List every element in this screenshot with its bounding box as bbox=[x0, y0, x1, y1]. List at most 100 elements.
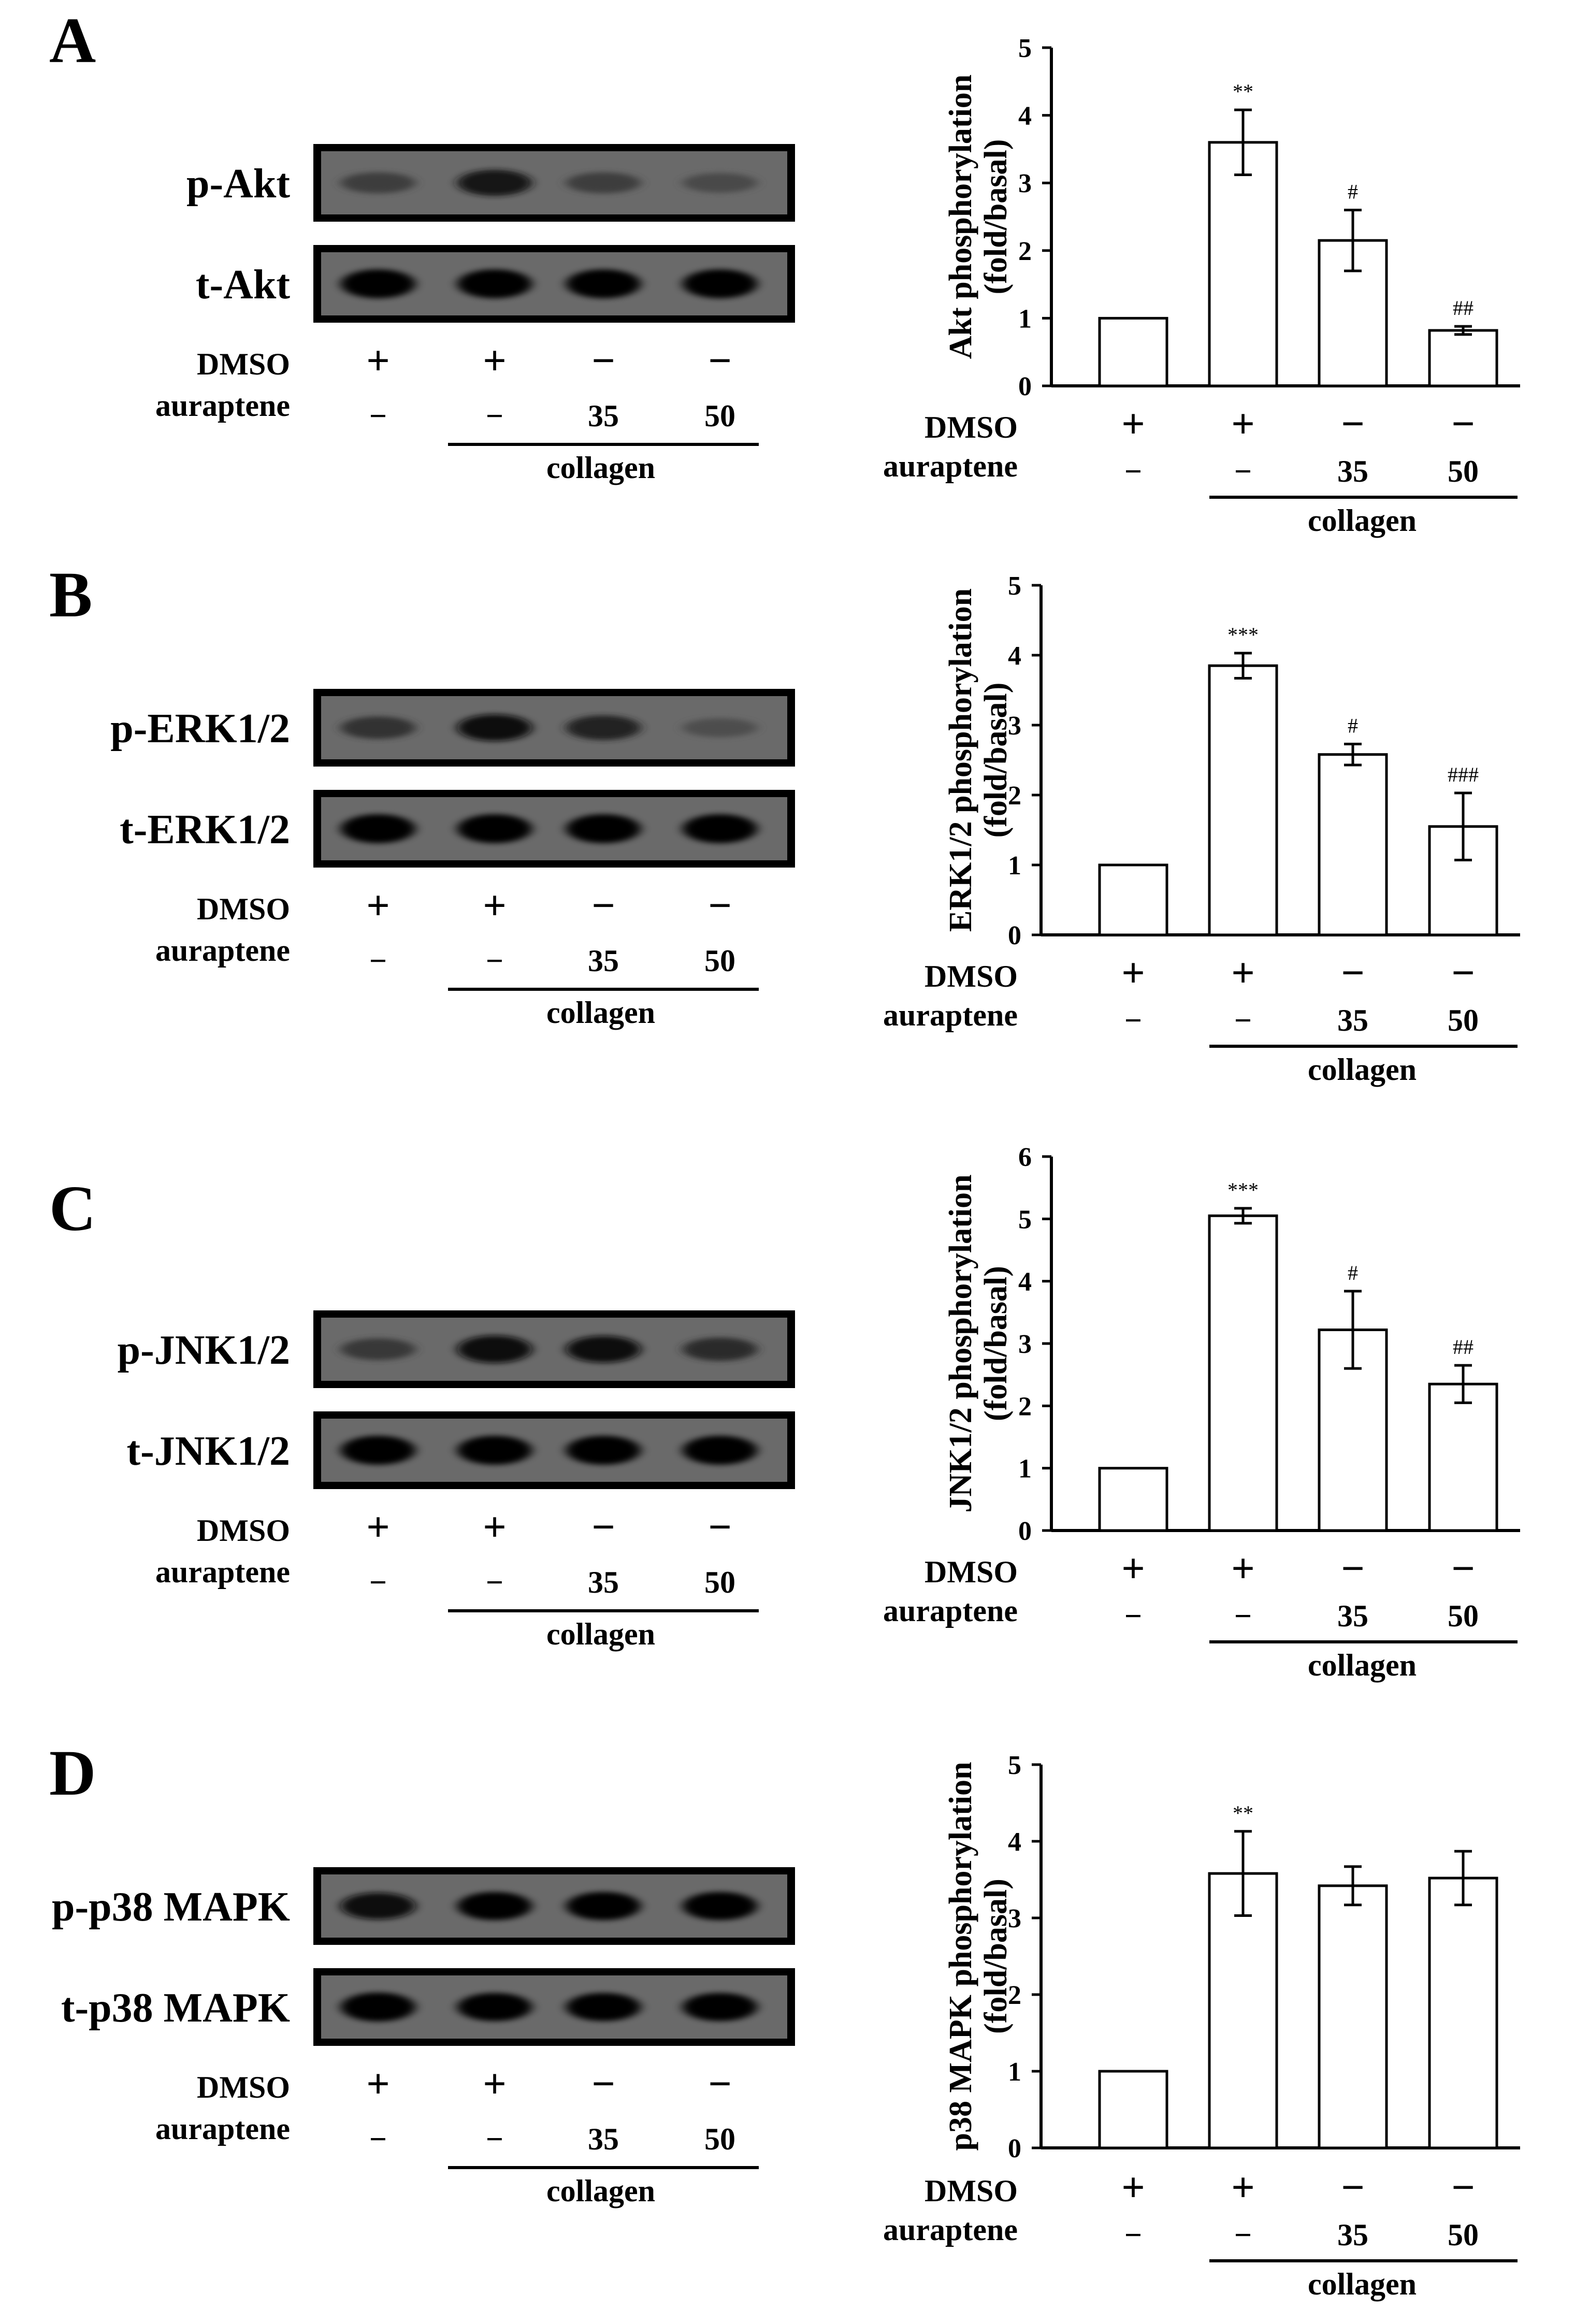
blot-band bbox=[341, 1436, 415, 1465]
collagen-label: collagen bbox=[546, 451, 655, 485]
dmso-sign: − bbox=[708, 338, 732, 384]
blot-label: t-p38 MAPK bbox=[61, 1985, 290, 2031]
panel-letter: D bbox=[49, 1738, 96, 1809]
dmso-sign: + bbox=[366, 2061, 390, 2107]
auraptene-dose: − bbox=[1234, 454, 1252, 488]
dmso-sign: − bbox=[1341, 1546, 1365, 1592]
bar-chart: 0 1 2 3 4 5 Akt phosphorylation (fold/basal) ** #… bbox=[943, 34, 1520, 401]
auraptene-dose: − bbox=[486, 1565, 503, 1599]
y-axis-label: (fold/basal) bbox=[978, 139, 1014, 295]
dmso-sign: + bbox=[1231, 1546, 1255, 1592]
dmso-sign: − bbox=[1341, 950, 1365, 996]
bar-chart: 0 1 2 3 4 5 ERK1/2 phosphorylation (fold/basal)… bbox=[943, 571, 1520, 950]
auraptene-dose: 35 bbox=[1337, 454, 1368, 488]
auraptene-dose: 50 bbox=[1448, 454, 1479, 488]
y-tick-label: 3 bbox=[1008, 711, 1021, 741]
blot-row: t-Akt bbox=[196, 245, 795, 323]
chart-conditions: DMSO auraptene + + − − − − 35 50 collagen bbox=[883, 2165, 1518, 2301]
dmso-label: DMSO bbox=[924, 410, 1018, 444]
dmso-sign: + bbox=[483, 338, 507, 384]
y-tick-label: 4 bbox=[1018, 1267, 1032, 1297]
y-tick-label: 5 bbox=[1008, 571, 1021, 601]
bar-chart: 0 1 2 3 4 5 6 JNK1/2 phosphorylation (fold/basal… bbox=[943, 1143, 1520, 1546]
panel-letter: B bbox=[49, 559, 92, 631]
y-tick-label: 0 bbox=[1008, 921, 1021, 950]
blot-band bbox=[683, 173, 757, 193]
blot-band bbox=[457, 814, 532, 843]
auraptene-dose: 50 bbox=[704, 1565, 735, 1599]
blot-band bbox=[457, 1993, 532, 2022]
dmso-sign: + bbox=[366, 883, 390, 929]
y-tick-label: 3 bbox=[1008, 1904, 1021, 1933]
y-tick-label: 2 bbox=[1018, 1392, 1032, 1421]
auraptene-label: auraptene bbox=[155, 933, 290, 968]
blot-band bbox=[341, 172, 415, 194]
y-tick-label: 4 bbox=[1008, 641, 1021, 671]
dmso-sign: + bbox=[1231, 2165, 1255, 2211]
blot-band bbox=[457, 169, 532, 196]
dmso-sign: + bbox=[366, 1505, 390, 1550]
blot-band bbox=[341, 1893, 415, 1919]
auraptene-dose: 50 bbox=[1448, 1599, 1479, 1633]
y-tick-label: 2 bbox=[1018, 237, 1032, 266]
auraptene-label: auraptene bbox=[155, 2112, 290, 2146]
blot-band bbox=[683, 814, 757, 843]
blot-band bbox=[566, 1336, 641, 1363]
auraptene-dose: 35 bbox=[1337, 2218, 1368, 2252]
dmso-sign: + bbox=[1231, 950, 1255, 996]
bar bbox=[1208, 141, 1278, 387]
bar bbox=[1098, 1467, 1168, 1532]
bar bbox=[1428, 1382, 1498, 1532]
dmso-sign: − bbox=[708, 1505, 732, 1550]
blot-band bbox=[457, 1335, 532, 1363]
auraptene-dose: 50 bbox=[704, 944, 735, 978]
auraptene-dose: − bbox=[1124, 1599, 1142, 1633]
y-axis-label: JNK1/2 phosphorylation bbox=[943, 1175, 978, 1513]
blot-row: p-p38 MAPK bbox=[52, 1867, 795, 1945]
y-tick-label: 0 bbox=[1018, 1517, 1032, 1546]
auraptene-label: auraptene bbox=[883, 2213, 1018, 2247]
collagen-label: collagen bbox=[1308, 2267, 1417, 2301]
y-tick-label: 4 bbox=[1018, 102, 1032, 131]
dmso-sign: − bbox=[1341, 401, 1365, 447]
dmso-sign: − bbox=[708, 883, 732, 929]
dmso-sign: − bbox=[591, 2061, 615, 2107]
blot-band bbox=[566, 269, 641, 298]
y-tick-label: 4 bbox=[1008, 1827, 1021, 1857]
blot-band bbox=[683, 1993, 757, 2022]
auraptene-dose: 35 bbox=[588, 944, 619, 978]
auraptene-dose: 35 bbox=[588, 1565, 619, 1599]
blot-band bbox=[457, 269, 532, 298]
blot-band bbox=[683, 269, 757, 298]
blot-band bbox=[457, 1892, 532, 1921]
significance-mark: ## bbox=[1453, 1335, 1474, 1359]
blot-conditions: DMSO auraptene + + − − − − 35 50 collagen bbox=[155, 2061, 759, 2208]
dmso-sign: − bbox=[1451, 950, 1475, 996]
auraptene-dose: 50 bbox=[704, 399, 735, 433]
blot-band bbox=[566, 814, 641, 843]
dmso-sign: + bbox=[483, 2061, 507, 2107]
bar bbox=[1318, 753, 1388, 936]
y-axis-label: Akt phosphorylation bbox=[943, 75, 978, 359]
blot-band bbox=[566, 1892, 641, 1921]
panel-d: Dp-p38 MAPK t-p38 MAPK DMSO auraptene + + − − − −… bbox=[49, 1738, 1520, 2301]
dmso-sign: + bbox=[483, 1505, 507, 1550]
auraptene-dose: − bbox=[1124, 454, 1142, 488]
y-tick-label: 3 bbox=[1018, 169, 1032, 198]
y-axis-label: (fold/basal) bbox=[978, 1879, 1014, 2034]
bar bbox=[1428, 1876, 1498, 2149]
y-tick-label: 1 bbox=[1008, 2057, 1021, 2087]
y-axis-label: (fold/basal) bbox=[978, 1266, 1014, 1421]
y-tick-label: 1 bbox=[1018, 304, 1032, 334]
y-axis-label: p38 MAPK phosphorylation bbox=[943, 1762, 978, 2150]
blot-band bbox=[566, 1993, 641, 2022]
dmso-sign: − bbox=[591, 883, 615, 929]
significance-mark: *** bbox=[1227, 1178, 1259, 1202]
collagen-label: collagen bbox=[546, 2174, 655, 2208]
blot-band bbox=[457, 714, 532, 741]
blot-conditions: DMSO auraptene + + − − − − 35 50 collagen bbox=[155, 883, 759, 1030]
auraptene-dose: 50 bbox=[704, 2122, 735, 2156]
dmso-sign: − bbox=[1341, 2165, 1365, 2211]
